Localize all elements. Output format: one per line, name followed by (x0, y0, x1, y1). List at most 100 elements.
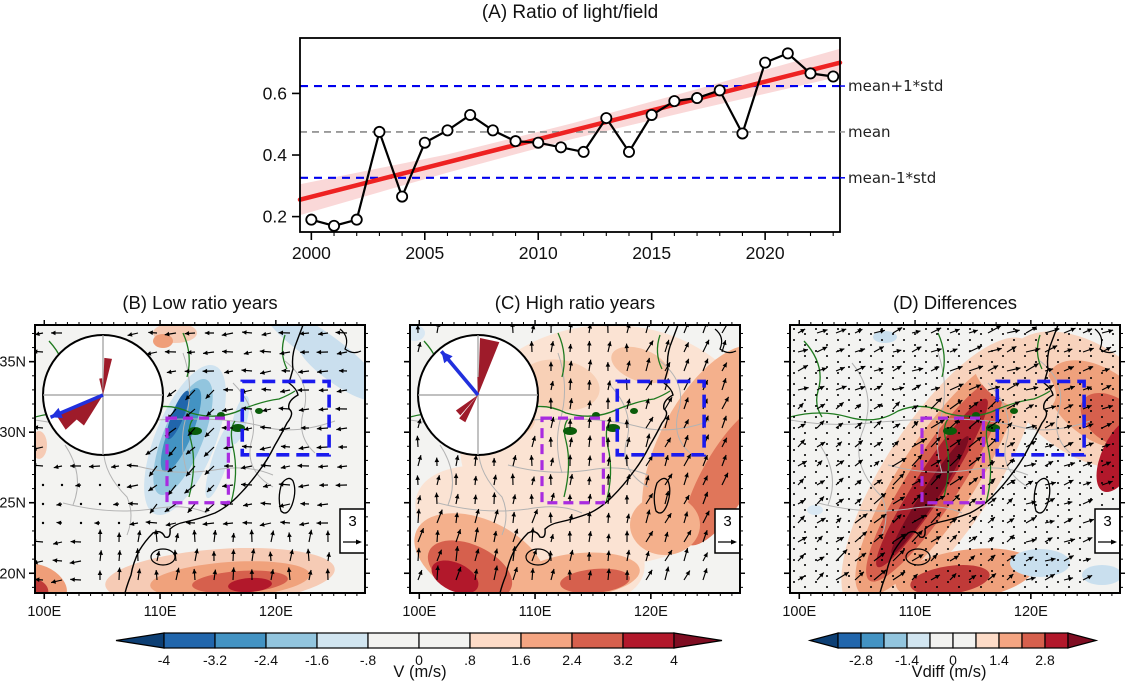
colorbar-segment (906, 632, 931, 649)
x-tick-label: 2000 (292, 243, 331, 263)
purple-analysis-box (540, 416, 605, 505)
y-tick-label: 0.6 (263, 83, 287, 103)
colorbar-tick-label: -4 (158, 652, 171, 668)
province-boundary (659, 360, 691, 454)
province-boundary (607, 382, 649, 488)
data-point (464, 108, 477, 121)
river-line (943, 418, 950, 498)
colorbar-segment (520, 632, 573, 649)
lat-tick-label: 30N (0, 425, 26, 441)
colorbar-tick-label: 3.2 (613, 652, 633, 668)
river-line (790, 390, 1051, 421)
colorbar-segment (1044, 632, 1069, 649)
lon-tick-label: 100E (782, 604, 816, 620)
river-line (188, 418, 195, 498)
colorbar-segment (418, 632, 471, 649)
blue-analysis-box (995, 379, 1086, 457)
province-boundary (987, 382, 1029, 488)
label-mean-minus-std: mean-1*std (848, 169, 937, 187)
data-point (554, 141, 567, 154)
data-point (441, 124, 454, 137)
data-point (305, 213, 318, 226)
map-canvas: 3 100E 110E 120E (402, 320, 745, 620)
panel-a-plot: 2000 2005 2010 2015 2020 0.2 0.4 0.6 (263, 37, 845, 263)
data-point (350, 213, 363, 226)
colorbar-tick-label: 2.8 (1035, 652, 1055, 668)
colorbar-right-cap (1067, 632, 1099, 649)
lake (1010, 408, 1018, 414)
map-frame (34, 324, 366, 594)
data-point (691, 92, 704, 105)
lake (943, 427, 957, 435)
panel-d-title: (D) Differences (892, 292, 1018, 313)
reference-vector-box: 3 (714, 508, 741, 554)
data-point (328, 219, 341, 232)
river-line (182, 332, 190, 378)
river-line (1036, 334, 1043, 370)
rose-petal (478, 338, 500, 395)
rose-petal (459, 395, 478, 423)
map-canvas: 3 100E 110E 120E (782, 320, 1125, 620)
colorbar-tick-label: 0 (415, 652, 423, 668)
colorbar-tick-label: -1.6 (305, 652, 329, 668)
wind-rose-inset (42, 334, 164, 456)
data-point (759, 56, 772, 69)
x-tick-label: 2005 (405, 243, 444, 263)
purple-analysis-box (165, 416, 230, 505)
colorbar-segment (265, 632, 318, 649)
wind-vectors (35, 330, 348, 584)
colorbar-segment (952, 632, 977, 649)
purple-analysis-box (920, 416, 985, 505)
rose-petal (99, 378, 103, 395)
colorbar-right-cap (673, 632, 723, 649)
lake (563, 427, 577, 435)
data-point (668, 95, 681, 108)
river-line (557, 332, 565, 378)
axes-frame (299, 37, 841, 233)
province-boundary (1039, 360, 1071, 454)
data-point (396, 190, 409, 203)
rose-petal (103, 357, 112, 395)
colorbar-segment (469, 632, 522, 649)
province-boundary (437, 502, 583, 514)
river-line (656, 334, 663, 370)
colorbar-v: -4 -3.2 -2.4 -1.6 -.8 0 .8 1.6 2.4 3.2 4 (115, 632, 723, 668)
hainan-island (150, 548, 176, 566)
colorbar-tick-label: -2.8 (849, 652, 873, 668)
lat-tick-label: 20N (0, 566, 26, 582)
colorbar-vdiff-caption: Vdiff (m/s) (911, 663, 987, 681)
data-point (418, 136, 431, 149)
colorbar-tick-label: -3.2 (203, 652, 227, 668)
ratio-series-line (311, 52, 834, 227)
y-tick-label: 0.4 (263, 145, 288, 165)
lon-tick-label: 110E (144, 604, 177, 620)
colorbar-tick-label: 1.6 (511, 652, 531, 668)
data-point (645, 108, 658, 121)
data-point (577, 145, 590, 158)
data-point (713, 84, 726, 97)
river-line (937, 332, 945, 378)
colorbar-segment (214, 632, 267, 649)
reference-vector-value: 3 (348, 513, 356, 530)
lon-tick-label: 110E (899, 604, 932, 620)
rose-petal (56, 395, 103, 430)
panel-a-title: (A) Ratio of light/field (481, 2, 659, 23)
province-boundary (817, 502, 963, 514)
wind-vectors (415, 325, 730, 581)
river-line (803, 340, 823, 418)
label-mean-plus-std: mean+1*std (848, 77, 944, 95)
lon-tick-label: 100E (27, 604, 61, 620)
map-frame (789, 324, 1121, 594)
panel-a-chart: 2000 2005 2010 2015 2020 0.2 0.4 0.6 (263, 37, 845, 263)
y-tick-label: 0.2 (263, 207, 287, 227)
x-tick-label: 2015 (632, 243, 671, 263)
data-point (622, 145, 635, 158)
data-point (509, 135, 522, 148)
map-frame (409, 324, 741, 594)
hainan-island (525, 548, 551, 566)
colorbar-tick-label: -.8 (360, 652, 377, 668)
colorbar-segment (837, 632, 862, 649)
colorbar-segment (975, 632, 1000, 649)
trend-line (297, 60, 843, 202)
